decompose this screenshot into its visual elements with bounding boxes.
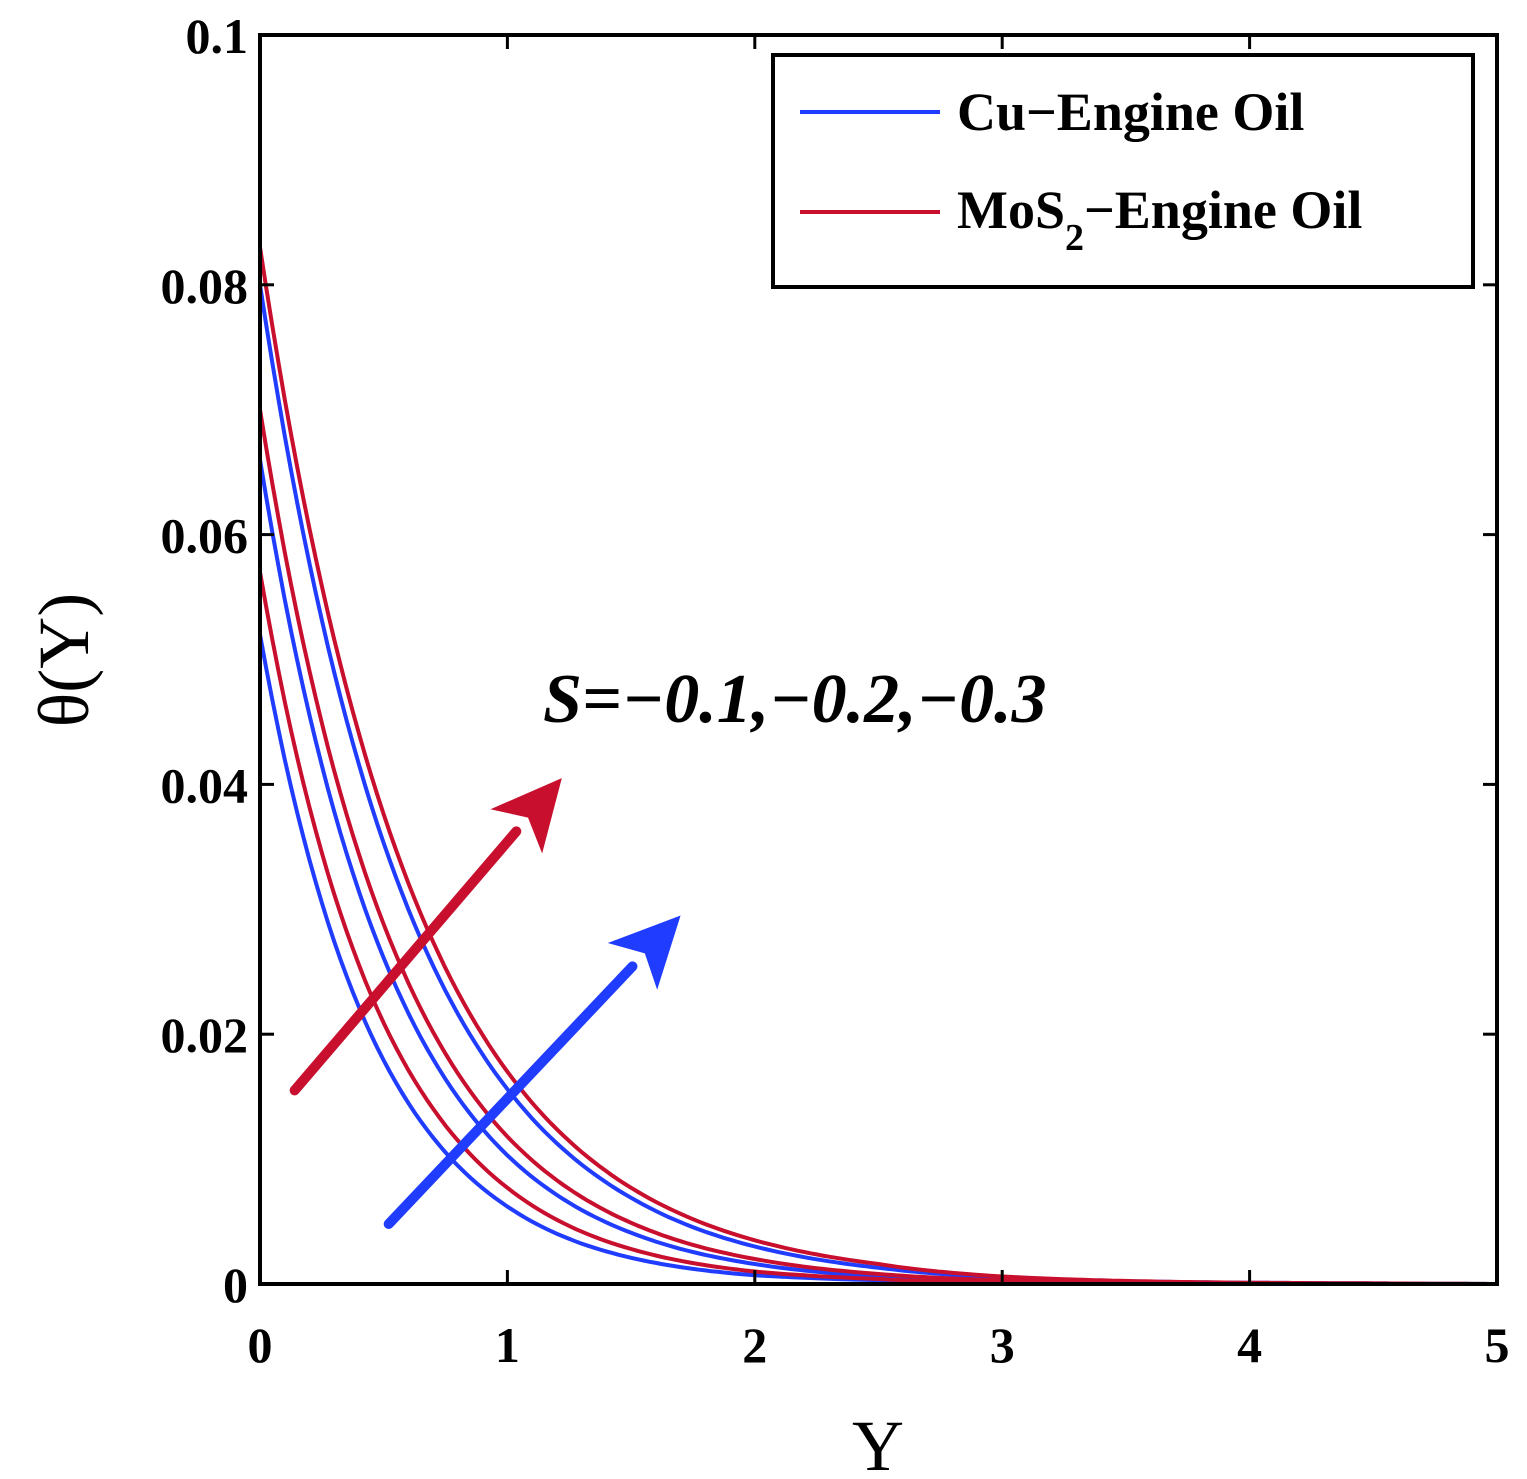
legend-label-mos2: MoS2−Engine Oil [957,180,1362,259]
legend-box [771,53,1475,289]
trend-arrow-shaft-2 [383,961,638,1230]
y-tick-label: 0.04 [161,757,249,813]
legend: Cu−Engine Oil MoS2−Engine Oil [771,53,1475,289]
x-axis-label: Υ [852,1406,904,1479]
x-tick-label: 3 [990,1317,1015,1373]
y-tick-label: 0.06 [161,508,249,564]
y-tick-label: 0.02 [161,1007,249,1063]
legend-subscript: 2 [1065,217,1084,259]
arrow-layer [289,778,681,1230]
x-tick-label: 0 [248,1317,273,1373]
y-tick-label: 0.1 [186,8,249,64]
y-axis-label: θ(Υ) [24,593,104,727]
trend-arrow-head-1 [490,778,562,854]
trend-arrow-shaft-1 [289,826,522,1096]
x-tick-label: 1 [495,1317,520,1373]
plot-frame [258,33,1499,1286]
y-tick-label: 0 [223,1257,248,1313]
y-tick-label: 0.08 [161,258,249,314]
trend-arrow-head-2 [607,915,681,990]
x-tick-label: 4 [1237,1317,1262,1373]
legend-label-cu: Cu−Engine Oil [957,82,1304,142]
tick-layer: 0 1 2 3 4 5 0 0.02 0.04 0.06 0.08 0.1 [161,8,1510,1373]
x-tick-label: 2 [742,1317,767,1373]
theta-curve-3 [258,284,1497,1286]
curve-layer [258,246,1497,1286]
s-parameter-annotation: S=−0.1,−0.2,−0.3 [543,661,1047,738]
x-tick-label: 5 [1485,1317,1510,1373]
